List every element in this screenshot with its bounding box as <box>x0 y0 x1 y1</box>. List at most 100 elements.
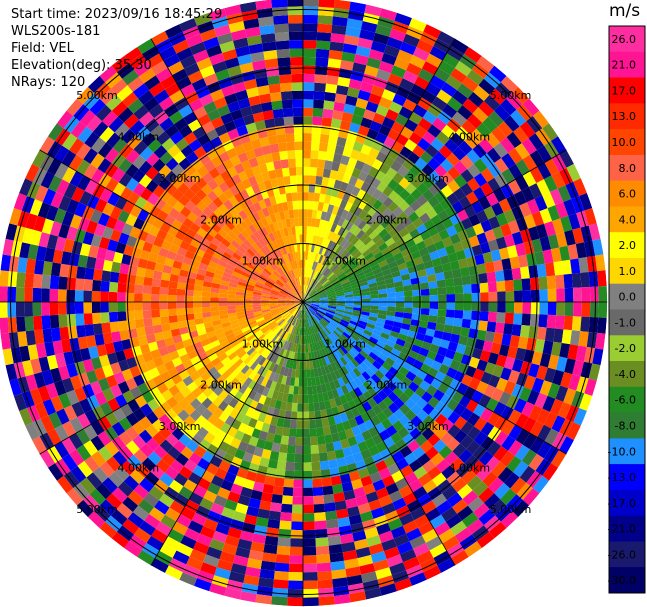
range-gate <box>95 482 112 500</box>
range-gate <box>261 295 270 299</box>
range-gate <box>216 332 226 340</box>
range-gate <box>300 293 303 302</box>
range-gate <box>319 320 326 329</box>
range-gate <box>297 295 303 302</box>
azimuth-line <box>39 149 304 303</box>
range-gate <box>282 340 288 350</box>
range-gate <box>296 286 300 295</box>
range-gate <box>388 366 399 377</box>
range-gate <box>337 377 346 387</box>
range-gate <box>214 361 225 372</box>
range-gate <box>291 521 303 531</box>
range-gate <box>350 444 361 455</box>
range-gate <box>446 302 456 310</box>
range-gate <box>138 416 152 430</box>
range-gate <box>412 234 424 245</box>
range-gate <box>263 256 272 265</box>
range-gate <box>290 269 296 279</box>
range-gate <box>334 448 345 459</box>
range-gate <box>75 313 85 326</box>
range-gate <box>532 110 550 129</box>
range-gate <box>58 392 72 409</box>
range-gate <box>303 302 309 309</box>
range-gate <box>559 343 571 359</box>
range-gate <box>90 168 105 184</box>
range-gate <box>513 460 529 478</box>
range-gate <box>245 566 261 578</box>
range-gate <box>297 192 303 201</box>
range-gate <box>224 329 234 337</box>
range-gate <box>183 415 196 428</box>
range-gate <box>324 258 331 267</box>
range-gate <box>563 315 573 331</box>
range-gate <box>312 325 317 334</box>
range-gate <box>303 563 318 573</box>
range-gate <box>365 491 379 503</box>
range-gate <box>272 313 281 319</box>
range-gate <box>223 393 234 405</box>
range-gate <box>328 302 337 304</box>
range-gate <box>156 339 167 349</box>
range-gate <box>164 360 175 372</box>
range-gate <box>309 307 316 314</box>
range-gate <box>395 133 409 147</box>
range-gate <box>234 248 244 258</box>
range-gate <box>56 110 74 129</box>
range-gate <box>317 579 333 589</box>
range-gate <box>307 251 311 261</box>
range-gate <box>122 69 140 86</box>
range-gate <box>143 492 159 508</box>
range-gate <box>421 201 433 213</box>
range-gate <box>121 253 132 266</box>
range-gate <box>92 121 109 138</box>
range-gate <box>254 173 264 184</box>
range-gate <box>528 453 544 471</box>
range-gate <box>539 302 548 315</box>
range-gate <box>137 258 148 269</box>
range-gate <box>278 528 292 539</box>
range-gate <box>269 353 277 363</box>
range-gate <box>173 391 185 403</box>
range-gate <box>348 470 361 482</box>
range-gate <box>299 268 302 277</box>
range-gate <box>383 344 394 353</box>
range-gate <box>102 259 113 272</box>
range-gate <box>91 302 101 314</box>
range-gate <box>446 152 460 167</box>
range-gate <box>44 341 55 357</box>
range-gate <box>313 342 319 351</box>
range-gate <box>139 477 155 493</box>
range-gate <box>457 83 474 99</box>
range-gate <box>284 284 291 291</box>
range-gate <box>295 360 300 370</box>
range-gate <box>212 407 224 419</box>
range-gate <box>156 131 171 145</box>
range-gate <box>379 143 392 156</box>
range-gate <box>423 357 435 368</box>
range-gate <box>260 217 269 227</box>
range-gate <box>564 229 576 246</box>
range-gate <box>221 321 231 329</box>
range-gate <box>160 514 177 529</box>
range-gate <box>154 331 165 342</box>
range-gate <box>400 465 414 478</box>
range-gate <box>325 83 338 94</box>
range-gate <box>292 234 297 244</box>
range-gate <box>537 424 552 442</box>
range-gate <box>277 57 291 67</box>
range-gate <box>139 249 151 261</box>
range-gate <box>177 421 190 434</box>
range-gate <box>364 419 375 430</box>
range-gate <box>294 301 303 302</box>
range-gate <box>406 564 424 579</box>
range-gate <box>464 541 482 558</box>
range-gate <box>191 387 203 399</box>
range-gate <box>388 190 400 202</box>
range-gate <box>241 326 251 333</box>
range-gate <box>458 140 473 155</box>
range-gate <box>255 76 269 88</box>
range-gate <box>441 331 452 342</box>
range-gate <box>203 554 220 568</box>
range-gate <box>480 371 493 385</box>
range-gate <box>120 128 136 144</box>
